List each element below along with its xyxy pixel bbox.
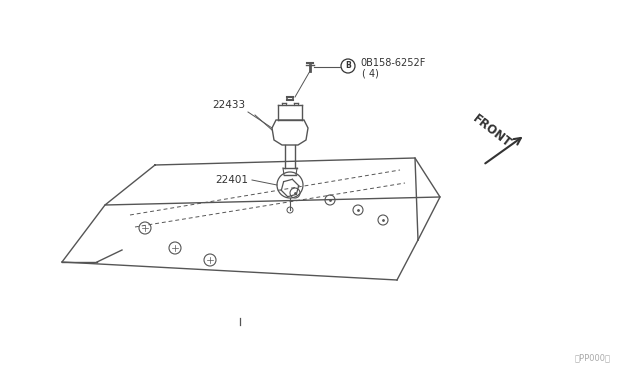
Text: 22401: 22401 — [215, 175, 248, 185]
Text: ( 4): ( 4) — [362, 68, 379, 78]
Text: FRONT: FRONT — [470, 112, 514, 150]
Text: 0B158-6252F: 0B158-6252F — [360, 58, 426, 68]
Text: 〈PP000〉: 〈PP000〉 — [575, 353, 611, 362]
Text: 22433: 22433 — [212, 100, 245, 110]
Text: B: B — [345, 61, 351, 71]
